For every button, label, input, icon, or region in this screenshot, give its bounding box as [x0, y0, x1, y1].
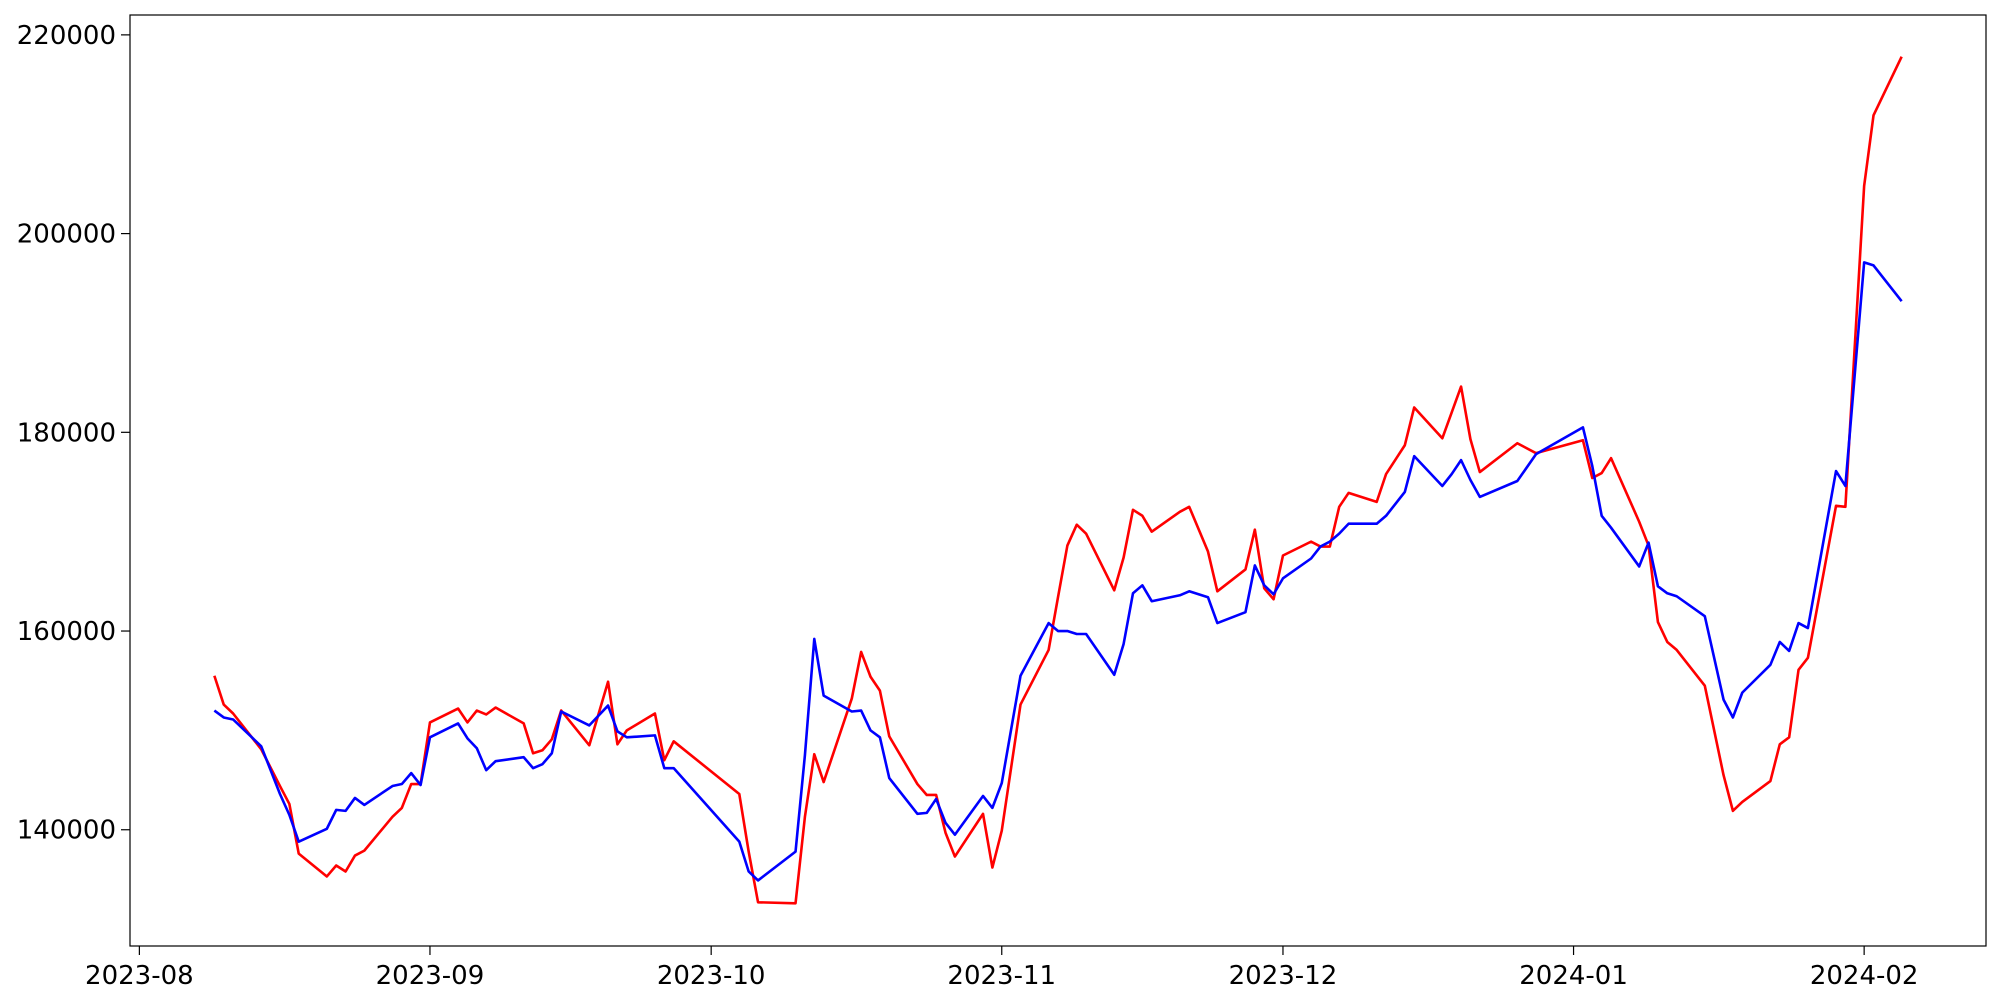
x-tick-label: 2023-12: [1229, 961, 1338, 991]
x-tick-label: 2023-08: [85, 961, 194, 991]
series-line: [213, 261, 1903, 882]
y-tick-label: 180000: [17, 418, 116, 448]
plot-frame: [129, 14, 1987, 947]
y-tick-label: 200000: [17, 220, 116, 250]
x-tick-label: 2024-01: [1519, 961, 1628, 991]
x-tick-label: 2024-02: [1810, 961, 1919, 991]
x-tick-label: 2023-10: [657, 961, 766, 991]
y-tick-label: 160000: [17, 617, 116, 647]
x-tick-label: 2023-09: [376, 961, 485, 991]
series-line: [213, 56, 1903, 905]
x-tick-label: 2023-11: [947, 961, 1056, 991]
y-tick-label: 220000: [17, 21, 116, 51]
y-tick-label: 140000: [17, 816, 116, 846]
